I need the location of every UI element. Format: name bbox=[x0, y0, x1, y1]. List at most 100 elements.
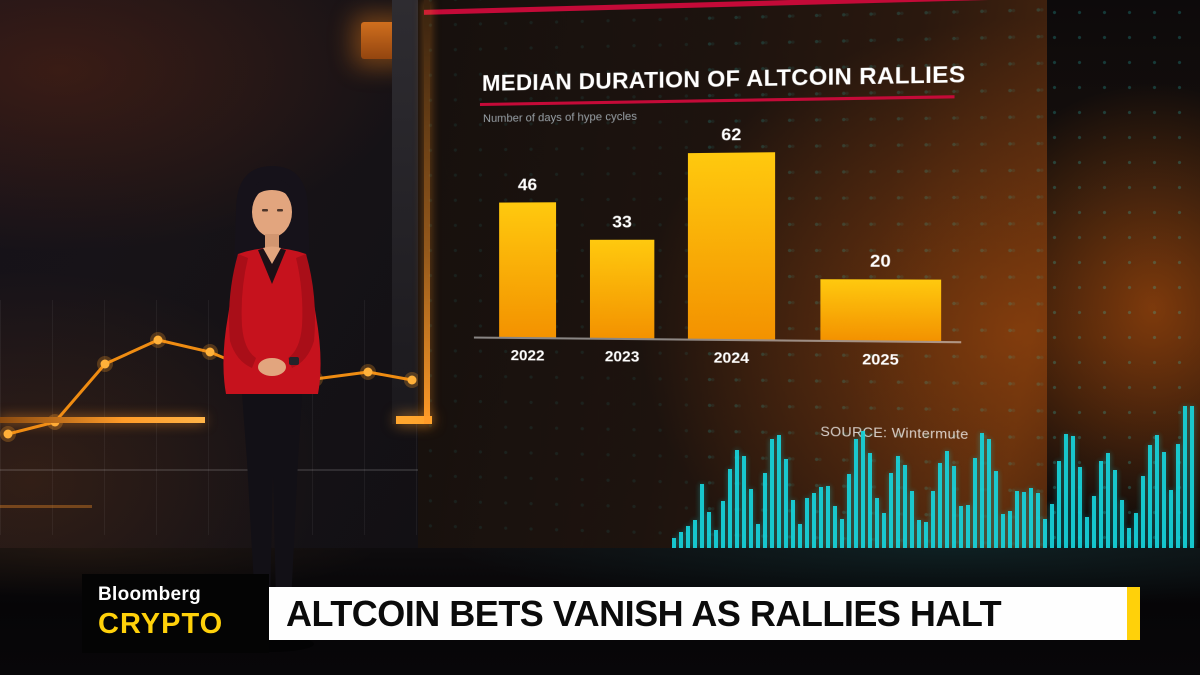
waveform-bar bbox=[1078, 467, 1082, 548]
presenter-hands bbox=[258, 358, 286, 376]
presenter-chest bbox=[263, 246, 281, 264]
waveform-bar bbox=[728, 469, 732, 548]
bar-category-label: 2023 bbox=[604, 347, 640, 366]
bar-group: 46 2022 bbox=[499, 175, 557, 365]
waveform-bar bbox=[812, 493, 816, 548]
waveform-bar bbox=[1113, 470, 1117, 548]
bar bbox=[820, 279, 942, 341]
waveform-bar bbox=[938, 463, 942, 548]
waveform-bar bbox=[980, 433, 984, 548]
waveform-bar bbox=[1008, 511, 1012, 548]
bar-group: 20 2025 bbox=[820, 251, 942, 369]
waveform-bar bbox=[693, 520, 697, 548]
presenter-sleeve-right bbox=[288, 254, 315, 368]
bar bbox=[499, 202, 557, 338]
waveform-bar bbox=[1120, 500, 1124, 548]
wall-chart-marker bbox=[363, 367, 373, 377]
presenter-watch bbox=[289, 357, 299, 365]
bar-value-label: 62 bbox=[721, 124, 742, 145]
headline-text: ALTCOIN BETS VANISH AS RALLIES HALT bbox=[286, 592, 1002, 634]
presenter-pants bbox=[242, 394, 302, 604]
waveform-bar bbox=[833, 506, 837, 548]
waveform-bar bbox=[854, 439, 858, 548]
waveform-bar bbox=[868, 453, 872, 548]
waveform-bar bbox=[840, 519, 844, 548]
waveform-bar bbox=[1057, 461, 1061, 548]
waveform-bar bbox=[1050, 504, 1054, 548]
waveform-bar bbox=[1148, 445, 1152, 548]
banner-accent-bar bbox=[1127, 587, 1140, 640]
light-strip-joint bbox=[396, 416, 432, 424]
bar-category-label: 2025 bbox=[862, 350, 899, 370]
waveform-bar bbox=[679, 532, 683, 548]
waveform-bar bbox=[1064, 434, 1068, 548]
presenter-eye bbox=[277, 209, 283, 212]
waveform-bar bbox=[1036, 493, 1040, 548]
waveform-bar bbox=[826, 486, 830, 548]
floor-light-strip-dim bbox=[0, 505, 92, 508]
waveform-bar bbox=[1176, 444, 1180, 548]
bar-value-label: 46 bbox=[517, 175, 538, 195]
waveform-bar bbox=[966, 505, 970, 548]
waveform-bar bbox=[931, 491, 935, 548]
waveform-bar bbox=[735, 450, 739, 548]
bar bbox=[589, 239, 655, 339]
presenter-top bbox=[258, 248, 286, 284]
waveform-bar bbox=[749, 489, 753, 548]
waveform-bar bbox=[1141, 476, 1145, 548]
waveform-bar bbox=[1106, 453, 1110, 548]
waveform-bar bbox=[959, 506, 963, 548]
presenter-face bbox=[252, 187, 292, 237]
bar-value-label: 33 bbox=[612, 212, 632, 232]
waveform-bar bbox=[805, 498, 809, 548]
waveform-bar bbox=[707, 512, 711, 548]
waveform-bar bbox=[1071, 436, 1075, 548]
waveform-bar bbox=[1001, 514, 1005, 548]
bar-category-label: 2024 bbox=[713, 349, 750, 368]
waveform-bar bbox=[763, 473, 767, 548]
waveform-bar bbox=[1022, 492, 1026, 548]
waveform-bar bbox=[742, 456, 746, 548]
waveform-bar bbox=[952, 466, 956, 548]
bar-category-label: 2022 bbox=[510, 346, 545, 365]
network-bug: Bloomberg CRYPTO bbox=[82, 574, 269, 653]
waveform-bar bbox=[973, 458, 977, 548]
waveform-bar bbox=[917, 520, 921, 548]
bar-value-label: 20 bbox=[870, 251, 891, 272]
bar bbox=[687, 152, 776, 340]
waveform-bar bbox=[714, 530, 718, 548]
headline-banner: ALTCOIN BETS VANISH AS RALLIES HALT bbox=[269, 587, 1140, 640]
waveform-bar bbox=[882, 513, 886, 548]
screen-edge-light-strip bbox=[424, 0, 430, 424]
waveform-bar bbox=[1169, 490, 1173, 548]
waveform-bar bbox=[903, 465, 907, 548]
waveform-bar bbox=[875, 498, 879, 548]
waveform-bar bbox=[1029, 488, 1033, 548]
waveform-bar bbox=[1155, 435, 1159, 548]
waveform-bar bbox=[861, 431, 865, 548]
bar-group: 62 2024 bbox=[687, 125, 776, 367]
waveform-bar bbox=[847, 474, 851, 548]
waveform-bar bbox=[770, 439, 774, 548]
waveform-bar bbox=[896, 456, 900, 548]
waveform-bar bbox=[1099, 461, 1103, 548]
waveform-bar bbox=[819, 487, 823, 548]
waveform-bar bbox=[924, 522, 928, 548]
waveform-bar bbox=[721, 501, 725, 548]
waveform-bar bbox=[1127, 528, 1131, 548]
presenter-bangs bbox=[250, 178, 294, 204]
bar-group: 33 2023 bbox=[589, 212, 655, 366]
audio-waveform bbox=[672, 398, 1200, 548]
studio-wall-left bbox=[0, 0, 432, 562]
waveform-bar bbox=[910, 491, 914, 548]
waveform-bar bbox=[994, 471, 998, 548]
wall-chart-marker bbox=[100, 359, 110, 369]
waveform-bar bbox=[1134, 513, 1138, 548]
waveform-bar bbox=[1183, 406, 1187, 548]
waveform-bar bbox=[889, 473, 893, 548]
waveform-bar bbox=[791, 500, 795, 548]
wall-chart-marker bbox=[205, 347, 215, 357]
waveform-bar bbox=[672, 538, 676, 548]
wall-chart-marker bbox=[153, 335, 163, 345]
